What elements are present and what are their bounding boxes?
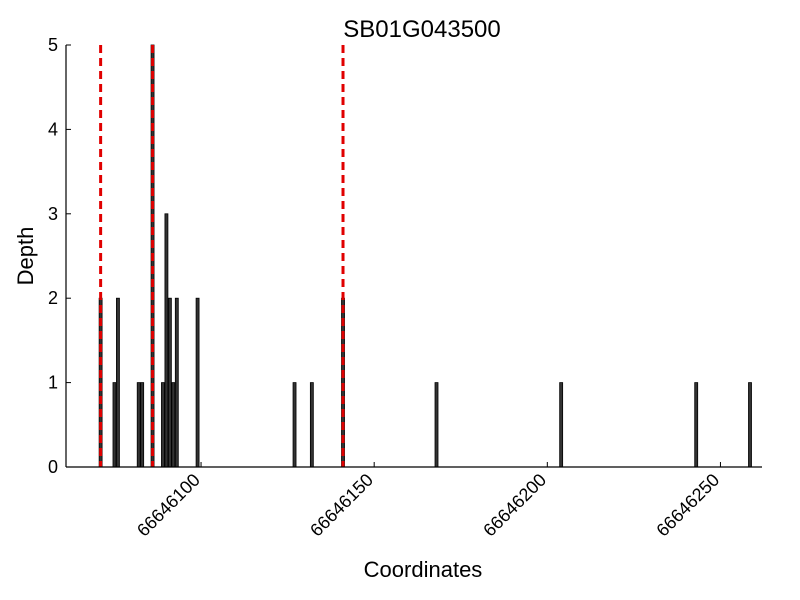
y-tick-label: 5 [48, 35, 58, 55]
depth-bar [309, 382, 314, 468]
y-tick-label: 2 [48, 288, 58, 308]
y-tick-label: 3 [48, 204, 58, 224]
depth-bar [116, 297, 120, 468]
x-tick-label: 66646100 [133, 470, 204, 541]
x-axis-label: Coordinates [364, 557, 483, 582]
x-axis-ticks: 66646100 66646150 66646200 66646250 [133, 462, 723, 540]
depth-bar [136, 382, 141, 468]
bars-group [98, 44, 752, 468]
x-tick-label: 66646200 [479, 470, 550, 541]
depth-bar [140, 382, 145, 468]
depth-bar [167, 297, 172, 468]
chart-title: SB01G043500 [343, 16, 500, 43]
y-tick-label: 0 [48, 457, 58, 477]
marker-lines [99, 45, 345, 467]
depth-bar [195, 297, 200, 468]
depth-bar [559, 382, 564, 468]
depth-bar [164, 213, 169, 468]
y-tick-label: 1 [48, 373, 58, 393]
depth-bar [748, 382, 752, 468]
y-axis-label: Depth [13, 227, 38, 286]
x-tick-label: 66646250 [652, 470, 723, 541]
depth-bar [694, 382, 699, 468]
depth-bar [174, 297, 179, 468]
depth-bar [292, 382, 297, 468]
y-tick-label: 4 [48, 119, 58, 139]
depth-bar [171, 382, 176, 468]
x-tick-label: 66646150 [306, 470, 377, 541]
depth-bar [434, 382, 439, 468]
y-axis-ticks: 0 1 2 3 4 5 [48, 35, 71, 477]
depth-bar [112, 382, 117, 468]
depth-bar [161, 382, 165, 468]
